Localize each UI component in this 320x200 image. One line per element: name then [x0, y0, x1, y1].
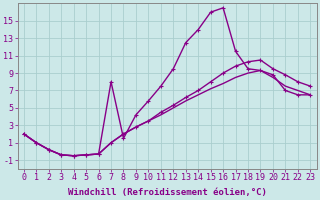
- X-axis label: Windchill (Refroidissement éolien,°C): Windchill (Refroidissement éolien,°C): [68, 188, 267, 197]
